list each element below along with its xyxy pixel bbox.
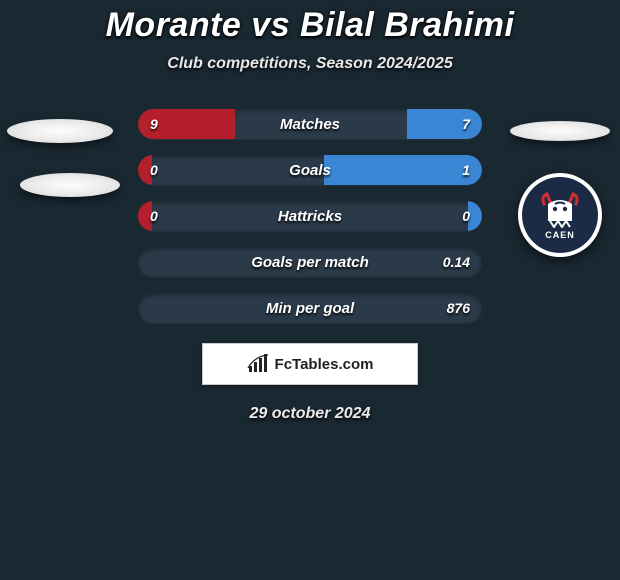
player1-avatar-placeholder [7, 119, 113, 143]
stat-value-right: 7 [462, 109, 470, 139]
stat-label: Matches [138, 109, 482, 139]
stat-label: Goals [138, 155, 482, 185]
stat-value-right: 876 [447, 293, 470, 323]
bar-chart-icon [247, 354, 269, 374]
source-logo-text: FcTables.com [275, 356, 374, 373]
date-label: 29 october 2024 [0, 405, 620, 423]
stat-label: Hattricks [138, 201, 482, 231]
player2-club-badge: CAEN [518, 173, 602, 257]
stat-row: 0Goals1 [138, 155, 482, 185]
badge-label: CAEN [545, 230, 575, 240]
source-logo: FcTables.com [202, 343, 418, 385]
comparison-chart: CAEN 9Matches70Goals10Hattricks0Goals pe… [0, 109, 620, 323]
stat-rows: 9Matches70Goals10Hattricks0Goals per mat… [138, 109, 482, 323]
stat-label: Min per goal [138, 293, 482, 323]
badge-inner: CAEN [522, 177, 598, 253]
stat-row: Goals per match0.14 [138, 247, 482, 277]
page-title: Morante vs Bilal Brahimi [0, 0, 620, 45]
stat-row: Min per goal876 [138, 293, 482, 323]
player2-avatar-placeholder [510, 121, 610, 141]
viking-icon [538, 190, 582, 228]
stat-row: 0Hattricks0 [138, 201, 482, 231]
stat-value-right: 0.14 [443, 247, 470, 277]
stat-row: 9Matches7 [138, 109, 482, 139]
stat-label: Goals per match [138, 247, 482, 277]
player1-logo-placeholder [20, 173, 120, 197]
stat-value-right: 0 [462, 201, 470, 231]
stat-value-right: 1 [462, 155, 470, 185]
subtitle: Club competitions, Season 2024/2025 [0, 55, 620, 73]
